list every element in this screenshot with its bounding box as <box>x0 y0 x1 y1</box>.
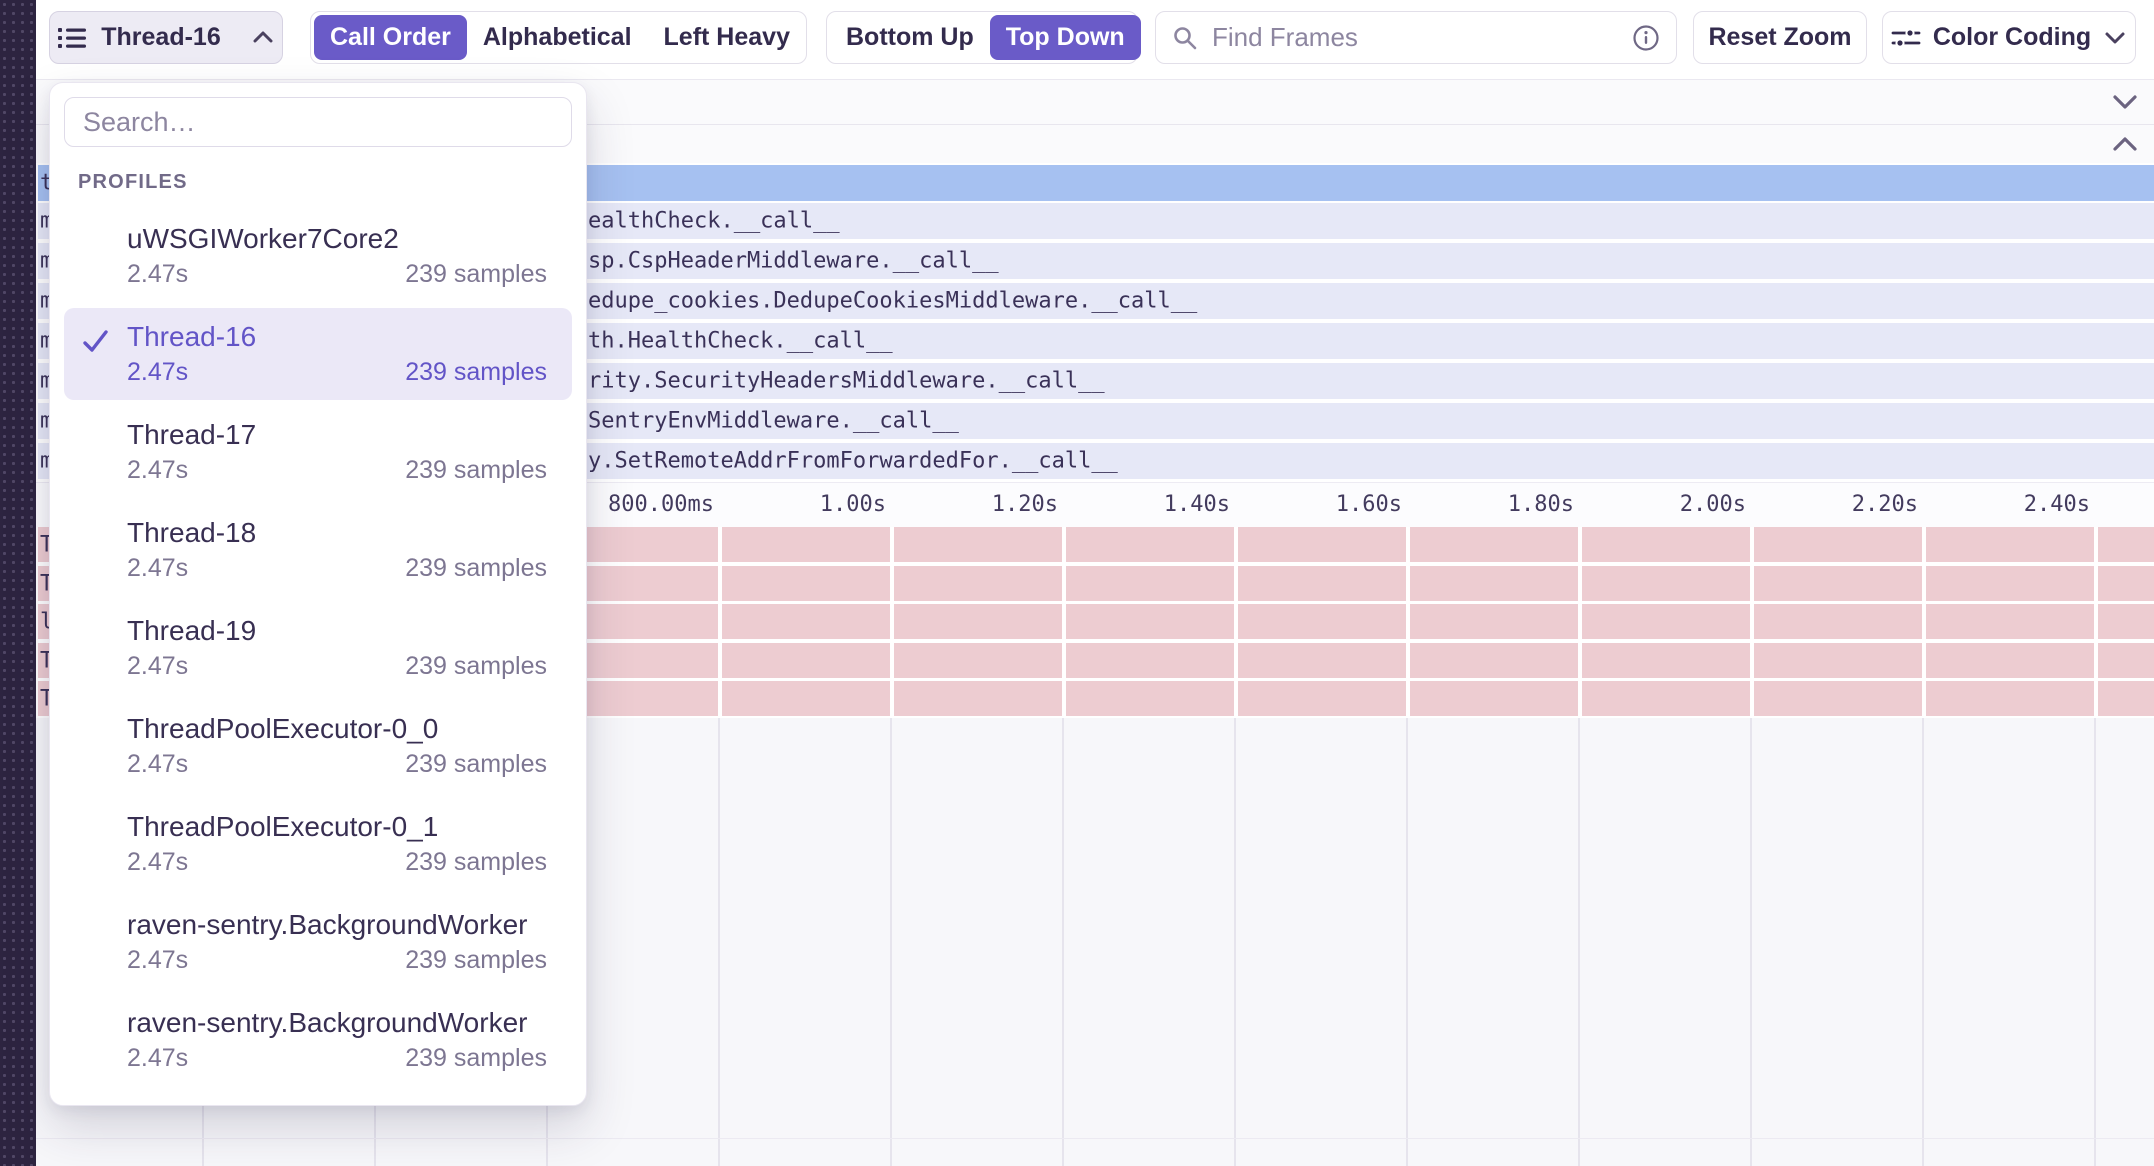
sort-call-order-button[interactable]: Call Order <box>314 15 467 60</box>
collapse-panel-button[interactable] <box>2106 131 2144 157</box>
color-coding-label: Color Coding <box>1932 23 2092 51</box>
gridline <box>890 718 892 1166</box>
profile-samples: 239 samples <box>405 848 547 876</box>
profile-duration: 2.47s <box>127 554 189 582</box>
profile-duration: 2.47s <box>127 456 189 484</box>
time-tick: 800.00ms <box>608 492 714 517</box>
frame-label: rity.SecurityHeadersMiddleware.__call__ <box>588 368 1105 394</box>
toolbar: Thread-16 Call Order Alphabetical Left H… <box>36 0 2154 80</box>
gridline <box>718 718 720 1166</box>
frame-label-fragment: l <box>40 609 51 634</box>
profile-name: ThreadPoolExecutor-0_0 <box>127 713 439 744</box>
profile-samples: 239 samples <box>405 260 547 288</box>
direction-top-down-button[interactable]: Top Down <box>989 15 1141 60</box>
profile-item[interactable]: Thread-19 2.47s 239 samples <box>64 602 572 694</box>
profile-name: raven-sentry.BackgroundWorker <box>127 1007 528 1038</box>
thread-selector-label: Thread-16 <box>101 23 221 51</box>
chevron-down-icon <box>2110 95 2140 114</box>
profile-item[interactable]: ThreadPoolExecutor-0_0 2.47s 239 samples <box>64 700 572 792</box>
profile-name: Thread-16 <box>127 321 257 352</box>
reset-zoom-button[interactable]: Reset Zoom <box>1693 11 1867 64</box>
sort-alphabetical-button[interactable]: Alphabetical <box>467 15 648 60</box>
profile-item-selected[interactable]: Thread-16 2.47s 239 samples <box>64 308 572 400</box>
profile-item[interactable]: Thread-18 2.47s 239 samples <box>64 504 572 596</box>
profile-duration: 2.47s <box>127 652 189 680</box>
gridline <box>1750 718 1752 1166</box>
sort-left-heavy-button[interactable]: Left Heavy <box>648 15 806 60</box>
gridline <box>2094 718 2096 1166</box>
gridline <box>1406 718 1408 1166</box>
direction-bottom-up-button[interactable]: Bottom Up <box>830 15 990 60</box>
direction-segmented-control: Bottom Up Top Down <box>826 11 1141 64</box>
profile-duration: 2.47s <box>127 946 189 974</box>
profile-duration: 2.47s <box>127 848 189 876</box>
profile-samples: 239 samples <box>405 358 547 386</box>
find-frames-input[interactable] <box>1210 21 1620 54</box>
expand-panel-button[interactable] <box>2106 89 2144 115</box>
gridline <box>1234 718 1236 1166</box>
profile-samples: 239 samples <box>405 946 547 974</box>
time-tick: 1.80s <box>1507 492 1574 517</box>
profile-duration: 2.47s <box>127 750 189 778</box>
chevron-down-icon <box>2103 30 2127 45</box>
profile-item[interactable]: ThreadPoolExecutor-0_1 2.47s 239 samples <box>64 798 572 890</box>
frame-label: ealthCheck.__call__ <box>588 208 840 234</box>
sliders-icon <box>1891 27 1921 49</box>
profiles-section-label: PROFILES <box>78 171 188 193</box>
sort-order-segmented-control: Call Order Alphabetical Left Heavy <box>310 11 807 64</box>
info-icon[interactable] <box>1632 24 1660 52</box>
time-tick: 1.60s <box>1335 492 1402 517</box>
search-icon <box>1172 25 1198 51</box>
gridline <box>1922 718 1924 1166</box>
thread-selector-button[interactable]: Thread-16 <box>49 11 283 64</box>
frame-label: SentryEnvMiddleware.__call__ <box>588 408 959 434</box>
gridline <box>1062 718 1064 1166</box>
dropdown-search-input[interactable] <box>64 97 572 147</box>
profile-samples: 239 samples <box>405 1044 547 1072</box>
profile-duration: 2.47s <box>127 1044 189 1072</box>
frame-label-fragment: T <box>40 686 51 711</box>
profile-item[interactable]: raven-sentry.BackgroundWorker 2.47s 239 s… <box>64 896 572 988</box>
profile-selector-dropdown: PROFILES uWSGIWorker7Core2 2.47s 239 samp… <box>49 82 587 1106</box>
profile-name: Thread-18 <box>127 517 257 548</box>
frame-label: edupe_cookies.DedupeCookiesMiddleware.__… <box>588 288 1198 314</box>
profile-item[interactable]: Thread-17 2.47s 239 samples <box>64 406 572 498</box>
profile-name: Thread-19 <box>127 615 257 646</box>
profile-item[interactable]: uWSGIWorker7Core2 2.47s 239 samples <box>64 210 572 302</box>
frame-label-fragment: T <box>40 571 51 596</box>
check-icon <box>78 324 114 360</box>
profile-item[interactable]: raven-sentry.BackgroundWorker 2.47s 239 s… <box>64 994 572 1086</box>
profile-samples: 239 samples <box>405 750 547 778</box>
profile-name: uWSGIWorker7Core2 <box>127 223 399 254</box>
profile-samples: 239 samples <box>405 456 547 484</box>
profile-name: Thread-17 <box>127 419 257 450</box>
profile-duration: 2.47s <box>127 260 189 288</box>
time-tick: 1.40s <box>1163 492 1230 517</box>
chevron-up-icon <box>2110 137 2140 156</box>
time-tick: 2.00s <box>1679 492 1746 517</box>
list-icon <box>57 25 87 51</box>
profile-name: ThreadPoolExecutor-0_1 <box>127 811 439 842</box>
profile-name: raven-sentry.BackgroundWorker <box>127 909 528 940</box>
frame-label-fragment: T <box>40 648 51 673</box>
profile-samples: 239 samples <box>405 652 547 680</box>
frame-label-fragment: T <box>40 532 51 557</box>
gridline <box>1578 718 1580 1166</box>
time-tick: 1.20s <box>991 492 1058 517</box>
faint-row-divider <box>36 1138 2154 1139</box>
color-coding-button[interactable]: Color Coding <box>1882 11 2136 64</box>
time-tick: 2.40s <box>2023 492 2090 517</box>
frame-label: sp.CspHeaderMiddleware.__call__ <box>588 248 999 274</box>
profile-duration: 2.47s <box>127 358 189 386</box>
left-sidebar <box>0 0 36 1166</box>
time-tick: 2.20s <box>1851 492 1918 517</box>
frame-label: th.HealthCheck.__call__ <box>588 328 893 354</box>
frame-label: y.SetRemoteAddrFromForwardedFor.__call__ <box>588 448 1118 474</box>
find-frames-box <box>1155 11 1677 64</box>
time-tick: 1.00s <box>819 492 886 517</box>
chevron-up-icon <box>251 30 275 45</box>
profile-samples: 239 samples <box>405 554 547 582</box>
